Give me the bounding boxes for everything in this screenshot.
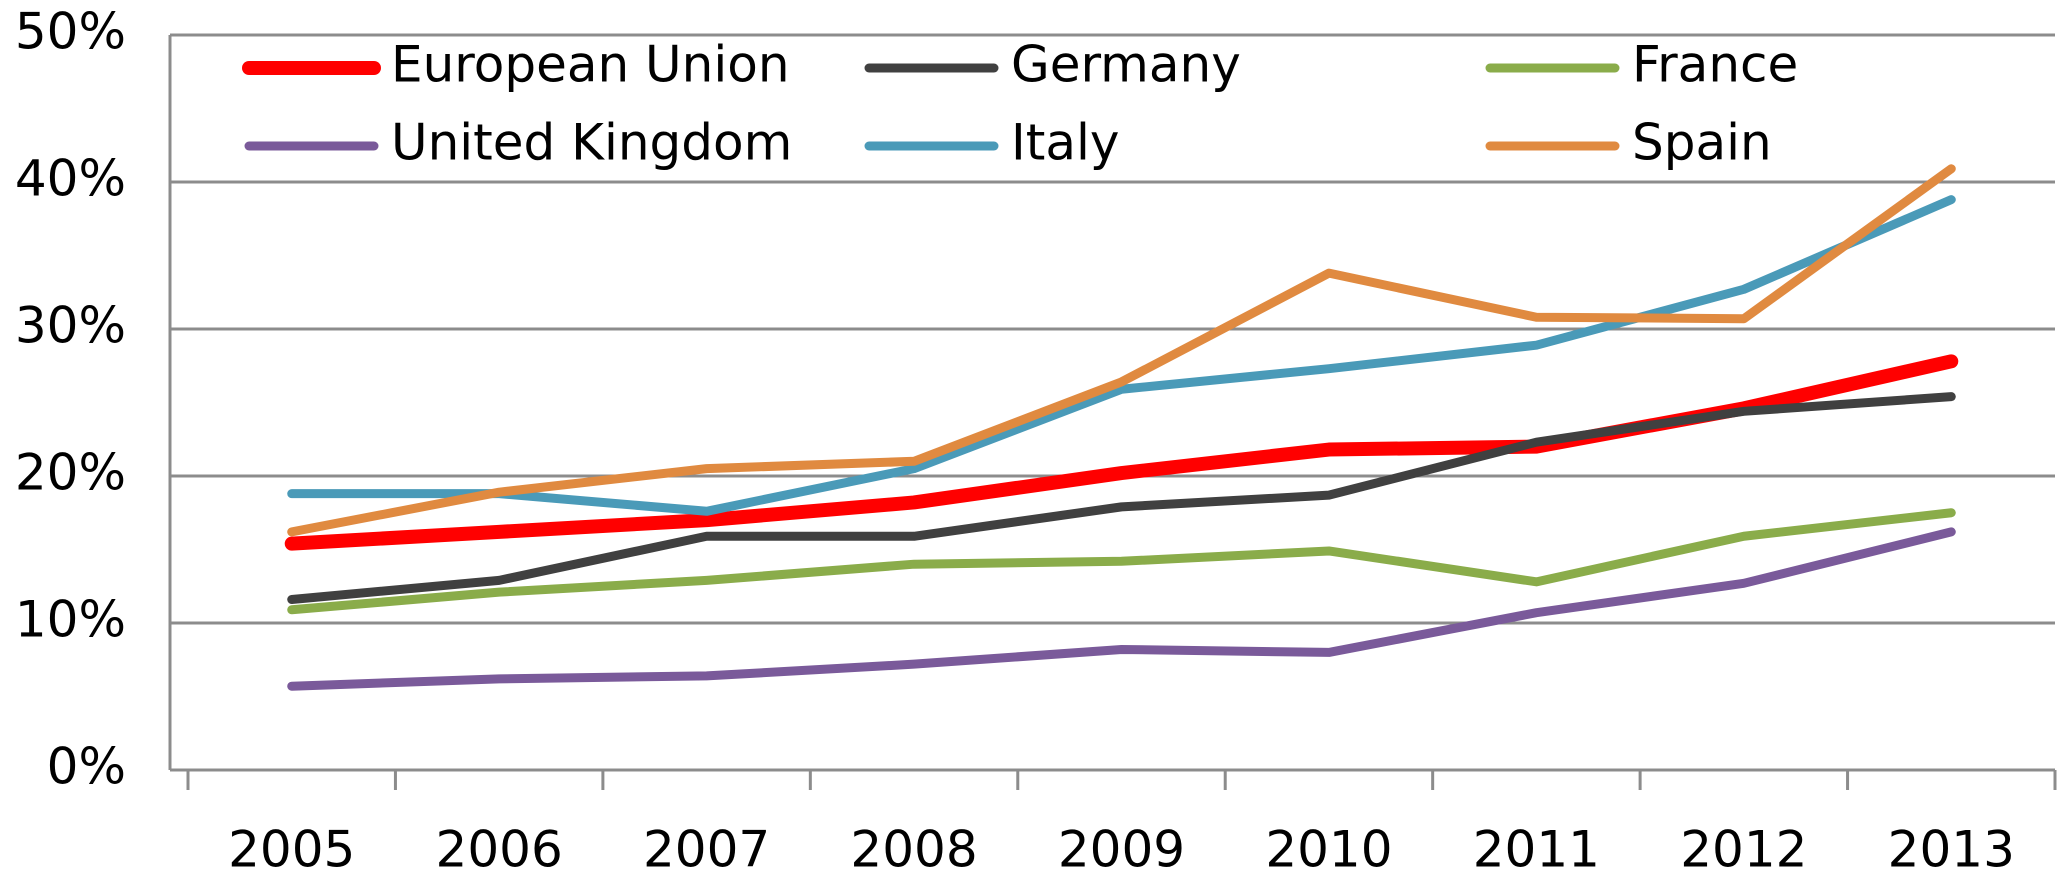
legend-label: Spain <box>1632 114 1772 172</box>
series-line <box>287 527 1956 691</box>
legend-label: France <box>1632 36 1798 94</box>
x-tick-label: 2008 <box>850 821 977 879</box>
y-tick-label: 20% <box>15 444 126 502</box>
y-tick-label: 10% <box>15 591 126 649</box>
series-line <box>287 195 1956 516</box>
series-line <box>287 508 1956 615</box>
legend-label: Italy <box>1011 114 1119 172</box>
x-tick-label: 2012 <box>1680 821 1807 879</box>
legend-label: Germany <box>1011 36 1241 94</box>
y-tick-label: 30% <box>15 297 126 355</box>
x-tick-label: 2013 <box>1888 821 2015 879</box>
x-tick-label: 2011 <box>1473 821 1600 879</box>
legend-label: United Kingdom <box>391 114 792 172</box>
y-tick-label: 40% <box>15 150 126 208</box>
x-tick-label: 2007 <box>643 821 770 879</box>
y-tick-label: 50% <box>15 3 126 61</box>
x-tick-label: 2009 <box>1058 821 1185 879</box>
x-tick-label: 2010 <box>1265 821 1392 879</box>
x-tick-label: 2005 <box>228 821 355 879</box>
series-line <box>287 392 1956 604</box>
x-tick-label: 2006 <box>436 821 563 879</box>
legend-label: European Union <box>391 36 790 94</box>
y-tick-label: 0% <box>47 738 126 796</box>
series-line <box>287 164 1956 537</box>
